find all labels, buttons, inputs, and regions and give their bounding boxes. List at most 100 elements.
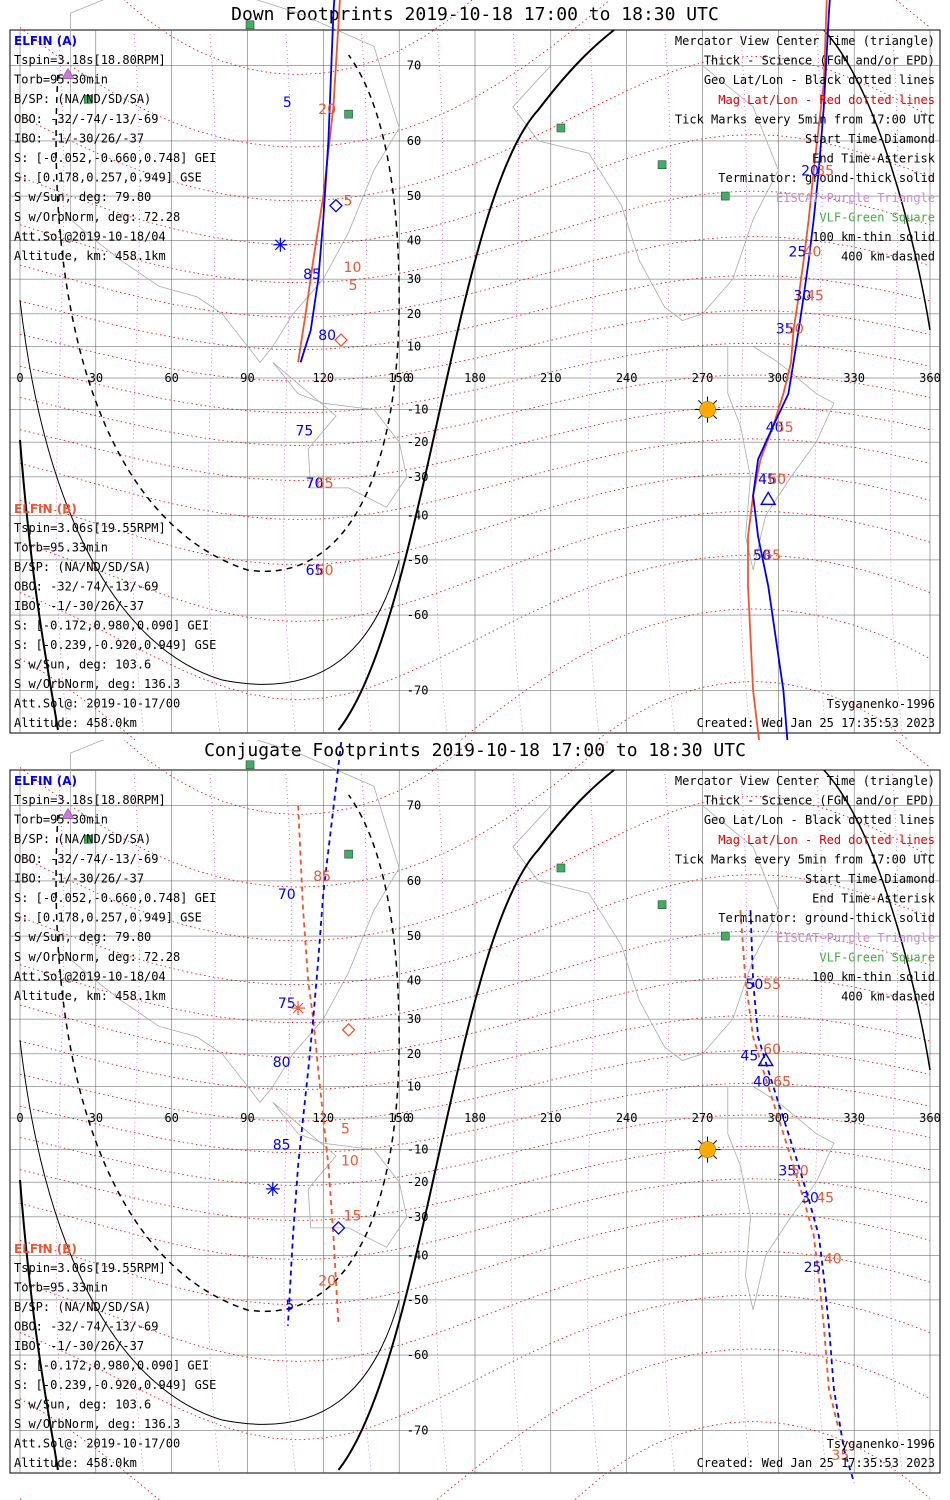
elfin-a-tick-label: 30 [801,1191,819,1207]
y-tick-label: -30 [407,470,429,484]
axis-labels: 0 30 60 90 120 150 180 210 240 270 300 330 360706050… [16,59,940,698]
elfin-b-tick-label: 50 [791,1164,809,1180]
mag-latitude-line [19,1015,931,1091]
y-tick-label: -30 [407,1210,429,1224]
y-tick-label: -40 [407,508,429,522]
elfin-a-info-line: Att.Sol@2019-10-18/04 [14,969,166,983]
y-tick-label: 0 [407,1111,414,1125]
elfin-b-tick-label: 20 [318,1274,336,1290]
legend-entry: Start Time-Diamond [805,132,935,146]
sun-ray [712,1154,718,1160]
y-tick-label: 50 [407,189,421,203]
elfin-a-info-line: OBO: -32/-74/-13/-69 [14,852,159,866]
elfin-a-track-east [749,910,856,1484]
x-tick-label: 90 [240,1111,254,1125]
sun-ray [712,414,718,420]
terminator-ground [337,29,615,731]
mag-latitude-line [19,374,931,446]
elfin-b-tick-label: 35 [831,1448,849,1464]
elfin-a-tick-label: 5 [285,1298,294,1314]
vlf-station-square [344,109,353,119]
elfin-b-tick-label: 20 [318,102,336,118]
elfin-a-info-line: Tspin=3.18s[18.80RPM] [14,793,166,807]
elfin-a-info-line: OBO: -32/-74/-13/-69 [14,112,159,126]
model-label: Tsyganenko-1996 [827,1437,935,1451]
elfin-b-info-line: S w/OrbNorm, deg: 136.3 [14,677,180,691]
elfin-b-tick-label: 65 [316,476,334,492]
elfin-a-info-line: Torb=95.30min [14,813,108,827]
elfin-b-label: ELFIN (B) [14,1242,77,1256]
vlf-station-square [720,931,730,941]
elfin-a-tick-label: 45 [740,1048,758,1064]
subsolar-sun-icon [694,1136,721,1163]
elfin-b-tick-label: 5 [349,278,358,294]
elfin-a-center-triangle [757,1052,774,1067]
mag-latitude-line [19,510,931,622]
legend-entry: EISCAT-Purple Triangle [776,191,935,205]
elfin-a-tick-label: 35 [776,322,794,338]
mag-latitude-line [19,438,931,520]
coastline [272,361,408,508]
terminator-ground-left [19,1179,59,1471]
elfin-b-tick-label: 35 [816,164,834,180]
y-tick-label: -70 [407,1423,429,1437]
elfin-b-tick-label: 55 [763,977,781,993]
elfin-b-info-line: S w/Sun, deg: 103.6 [14,658,151,672]
terminator-400km [55,54,400,573]
elfin-b-start-diamond [334,333,348,347]
y-tick-label: -70 [407,683,429,697]
coastlines [70,740,835,1310]
elfin-a-info-line: Torb=95.30min [14,73,108,87]
y-tick-label: 60 [407,874,421,888]
elfin-b-info-line: Tspin=3.06s[19.55RPM] [14,521,166,535]
elfin-a-info-line: Altitude, km: 458.1km [14,249,166,263]
elfin-a-tick-label: 5 [283,95,292,111]
y-tick-label: 30 [407,272,421,286]
coastline [70,0,400,363]
elfin-b-track-west [297,0,341,363]
elfin-b-tick-label: 40 [824,1252,842,1268]
x-tick-label: 180 [464,371,486,385]
x-tick-label: 360 [919,1111,941,1125]
elfin-a-tick-label: 40 [766,420,784,436]
elfin-a-info-line: S w/OrbNorm, deg: 72.28 [14,210,180,224]
elfin-a-tick-label: 45 [758,472,776,488]
y-tick-label: 60 [407,134,421,148]
sun-ray [698,1154,703,1160]
elfin-a-info-line: Att.Sol@2019-10-18/04 [14,229,166,243]
elfin-b-tick-label: 60 [763,1042,781,1058]
elfin-a-center-triangle [760,490,777,506]
model-label: Tsyganenko-1996 [827,697,935,711]
legend-entry: 400 km-dashed [841,250,935,264]
elfin-a-tick-label: 70 [278,887,296,903]
subsolar-sun-icon [694,396,721,423]
sun-ray [712,400,718,405]
legend-entry: Mag Lat/Lon - Red dotted lines [718,93,935,107]
legend-entry: Thick - Science (FGM and/or EPD) [704,54,935,68]
y-tick-label: -10 [407,1143,429,1157]
elfin-a-info-line: Altitude, km: 458.1km [14,989,166,1003]
elfin-b-tick-label: 65 [763,548,781,564]
elfin-b-tick-label: 5 [344,194,353,210]
mag-latitude-line [19,1050,931,1122]
elfin-b-info-line: S: [-0.172,0.980,0.090] GEI [14,619,209,633]
down-footprints-map: 0 30 60 90 120 150 180 210 240 270 300 330 360706050… [9,0,941,740]
y-tick-label: 10 [407,339,421,353]
elfin-b-tick-label: 15 [344,1209,362,1225]
x-tick-label: 150 [388,371,410,385]
x-tick-label: 120 [312,371,334,385]
asterisk-stroke [274,239,286,251]
elfin-a-info-line: S: [-0.052,-0.660,0.748] GEI [14,151,216,165]
legend-entry: 100 km-thin solid [812,970,935,984]
elfin-a-info-line: B/SP: (NA/ND/SD/SA) [14,832,151,846]
sun-ray [712,1140,718,1145]
legend-entry: 100 km-thin solid [812,230,935,244]
y-tick-label: -50 [407,1293,429,1307]
elfin-a-tick-label: 40 [753,1074,771,1090]
mag-latitude-line [19,1250,931,1362]
elfin-a-tick-label: 25 [788,245,806,261]
x-tick-label: 210 [540,371,562,385]
coastline [512,65,779,321]
x-tick-label: 60 [164,1111,178,1125]
mag-latitude-line [19,472,931,566]
